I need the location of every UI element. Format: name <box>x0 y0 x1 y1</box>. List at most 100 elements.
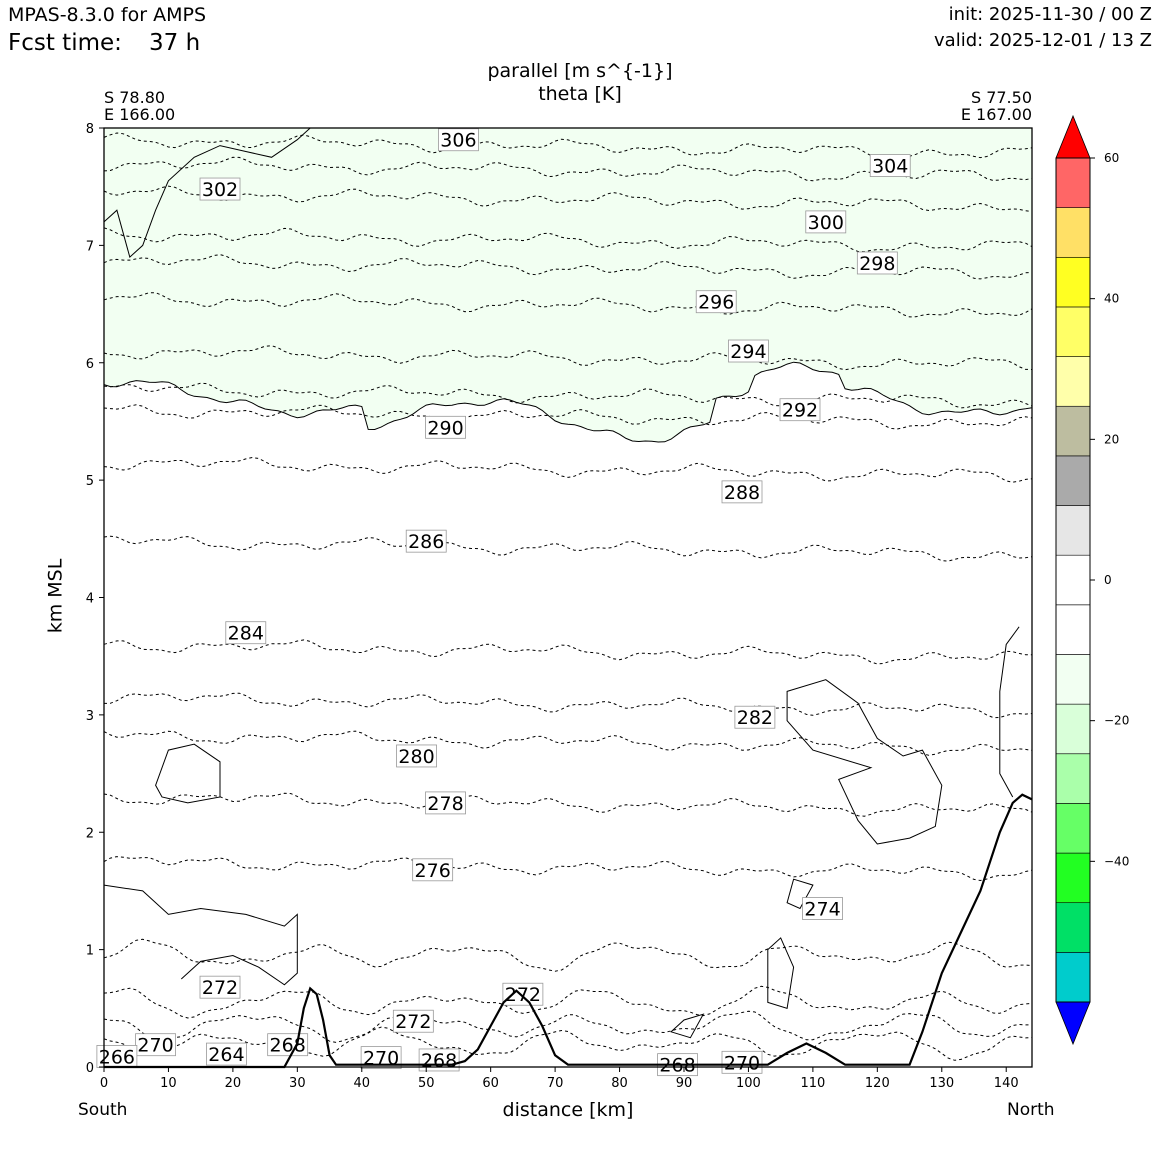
colorbar-segment <box>1055 256 1091 308</box>
contour-label-text: 280 <box>398 746 434 768</box>
terrain-line <box>104 793 1033 1069</box>
colorbar-segment <box>1055 703 1091 755</box>
left-longitude: E 166.00 <box>104 105 176 124</box>
colorbar-segment <box>1055 356 1091 407</box>
theta-label-300: 300 <box>805 210 847 234</box>
model-title: MPAS-8.3.0 for AMPS <box>8 4 207 26</box>
theta-contour-line <box>103 345 1033 371</box>
theta-label-264: 264 <box>206 1042 247 1066</box>
theta-label-280: 280 <box>396 744 437 768</box>
contour-label-text: 292 <box>782 400 818 422</box>
contour-label-text: 268 <box>270 1035 306 1057</box>
theta-label-290: 290 <box>425 415 466 439</box>
contour-label-text: 294 <box>730 341 766 363</box>
theta-contour-line <box>103 382 1033 409</box>
contour-label-text: 302 <box>202 179 238 201</box>
direction-south: South <box>78 1100 128 1120</box>
contour-label-box <box>502 982 544 1006</box>
contour-label-box <box>856 251 898 275</box>
contour-label-text: 274 <box>804 899 840 921</box>
contour-label-box <box>438 128 479 152</box>
theta-contour-line <box>103 535 1033 562</box>
theta-label-270: 270 <box>135 1033 176 1057</box>
colorbar-tick-label: 20 <box>1104 432 1119 446</box>
colorbar-segment <box>1055 902 1091 953</box>
contour-label-text: 296 <box>698 292 734 314</box>
x-tick-label: 0 <box>100 1076 108 1091</box>
wind-contour-closed <box>155 743 221 804</box>
theta-label-286: 286 <box>405 529 447 553</box>
x-tick-label: 80 <box>611 1076 628 1091</box>
contour-label-text: 276 <box>415 860 451 882</box>
theta-label-272: 272 <box>392 1009 434 1033</box>
x-tick-label: 70 <box>547 1076 564 1091</box>
x-tick-label: 120 <box>865 1076 890 1091</box>
contour-label-text: 282 <box>737 707 773 729</box>
theta-label-276: 276 <box>412 858 454 882</box>
colorbar-segment <box>1055 952 1091 1003</box>
theta-label-278: 278 <box>425 791 466 815</box>
theta-label-298: 298 <box>856 251 898 275</box>
x-tick-label: 50 <box>418 1076 435 1091</box>
contour-label-text: 288 <box>724 482 760 504</box>
colorbar-segment <box>1055 852 1091 904</box>
contour-label-text: 304 <box>872 156 908 178</box>
y-tick-label: 8 <box>86 122 94 137</box>
x-axis-label: distance [km] <box>502 1099 634 1121</box>
contour-label-text: 300 <box>808 212 844 234</box>
wind-contour-closed <box>786 679 943 845</box>
x-tick-label: 130 <box>929 1076 954 1091</box>
chart-title: parallel [m s^{-1}] <box>487 60 673 82</box>
y-tick-label: 3 <box>86 709 94 724</box>
colorbar-segment <box>1055 405 1091 457</box>
x-tick-label: 90 <box>676 1076 693 1091</box>
wind-contour-closed <box>670 1013 705 1039</box>
contour-label-text: 264 <box>208 1044 244 1066</box>
y-tick-label: 4 <box>86 592 94 607</box>
theta-label-288: 288 <box>721 480 763 504</box>
x-tick-label: 30 <box>289 1076 306 1091</box>
theta-label-274: 274 <box>802 897 843 921</box>
y-tick-label: 2 <box>86 826 94 841</box>
contour-label-box <box>225 621 267 645</box>
wind-contour-upper <box>103 361 1033 443</box>
contour-label-box <box>721 480 763 504</box>
theta-contour-line <box>103 856 1033 882</box>
contour-label-text: 278 <box>427 793 463 815</box>
wind-contour-line <box>103 884 298 986</box>
wind-contour-closed <box>767 937 795 1009</box>
left-latitude: S 78.80 <box>104 88 166 107</box>
theta-contour-line <box>103 185 1033 212</box>
direction-north: North <box>1007 1100 1055 1120</box>
theta-contour-line <box>103 456 1033 483</box>
contour-label-box <box>405 529 447 553</box>
contour-label-box <box>199 975 241 999</box>
valid-time: valid: 2025-12-01 / 13 Z <box>934 30 1152 51</box>
contour-label-box <box>135 1033 176 1057</box>
contour-label-box <box>425 415 466 439</box>
theta-label-296: 296 <box>695 290 737 314</box>
x-tick-label: 40 <box>354 1076 371 1091</box>
contour-label-text: 272 <box>395 1011 431 1033</box>
wind-contour-upper-left <box>103 127 311 259</box>
right-latitude: S 77.50 <box>970 88 1032 107</box>
colorbar-segment <box>1055 604 1091 655</box>
colorbar-tick-label: 40 <box>1104 292 1119 306</box>
contour-label-text: 298 <box>859 253 895 275</box>
theta-contour-line <box>103 639 1033 665</box>
theta-contour-line <box>103 156 1033 182</box>
theta-contour-line <box>103 730 1033 756</box>
contour-label-box <box>802 897 843 920</box>
theta-label-294: 294 <box>728 339 769 363</box>
fcst-time-value: 37 h <box>149 30 201 56</box>
theta-contour-line <box>103 227 1033 253</box>
contour-label-box <box>412 858 454 882</box>
contour-label-box <box>425 791 466 815</box>
y-tick-label: 0 <box>86 1061 94 1076</box>
theta-label-268: 268 <box>267 1033 309 1057</box>
contour-label-box <box>392 1009 434 1033</box>
theta-label-266: 266 <box>96 1045 138 1068</box>
contour-label-text: 270 <box>137 1035 173 1057</box>
contour-label-text: 290 <box>427 417 463 439</box>
theta-contour-line-low <box>103 938 1033 972</box>
